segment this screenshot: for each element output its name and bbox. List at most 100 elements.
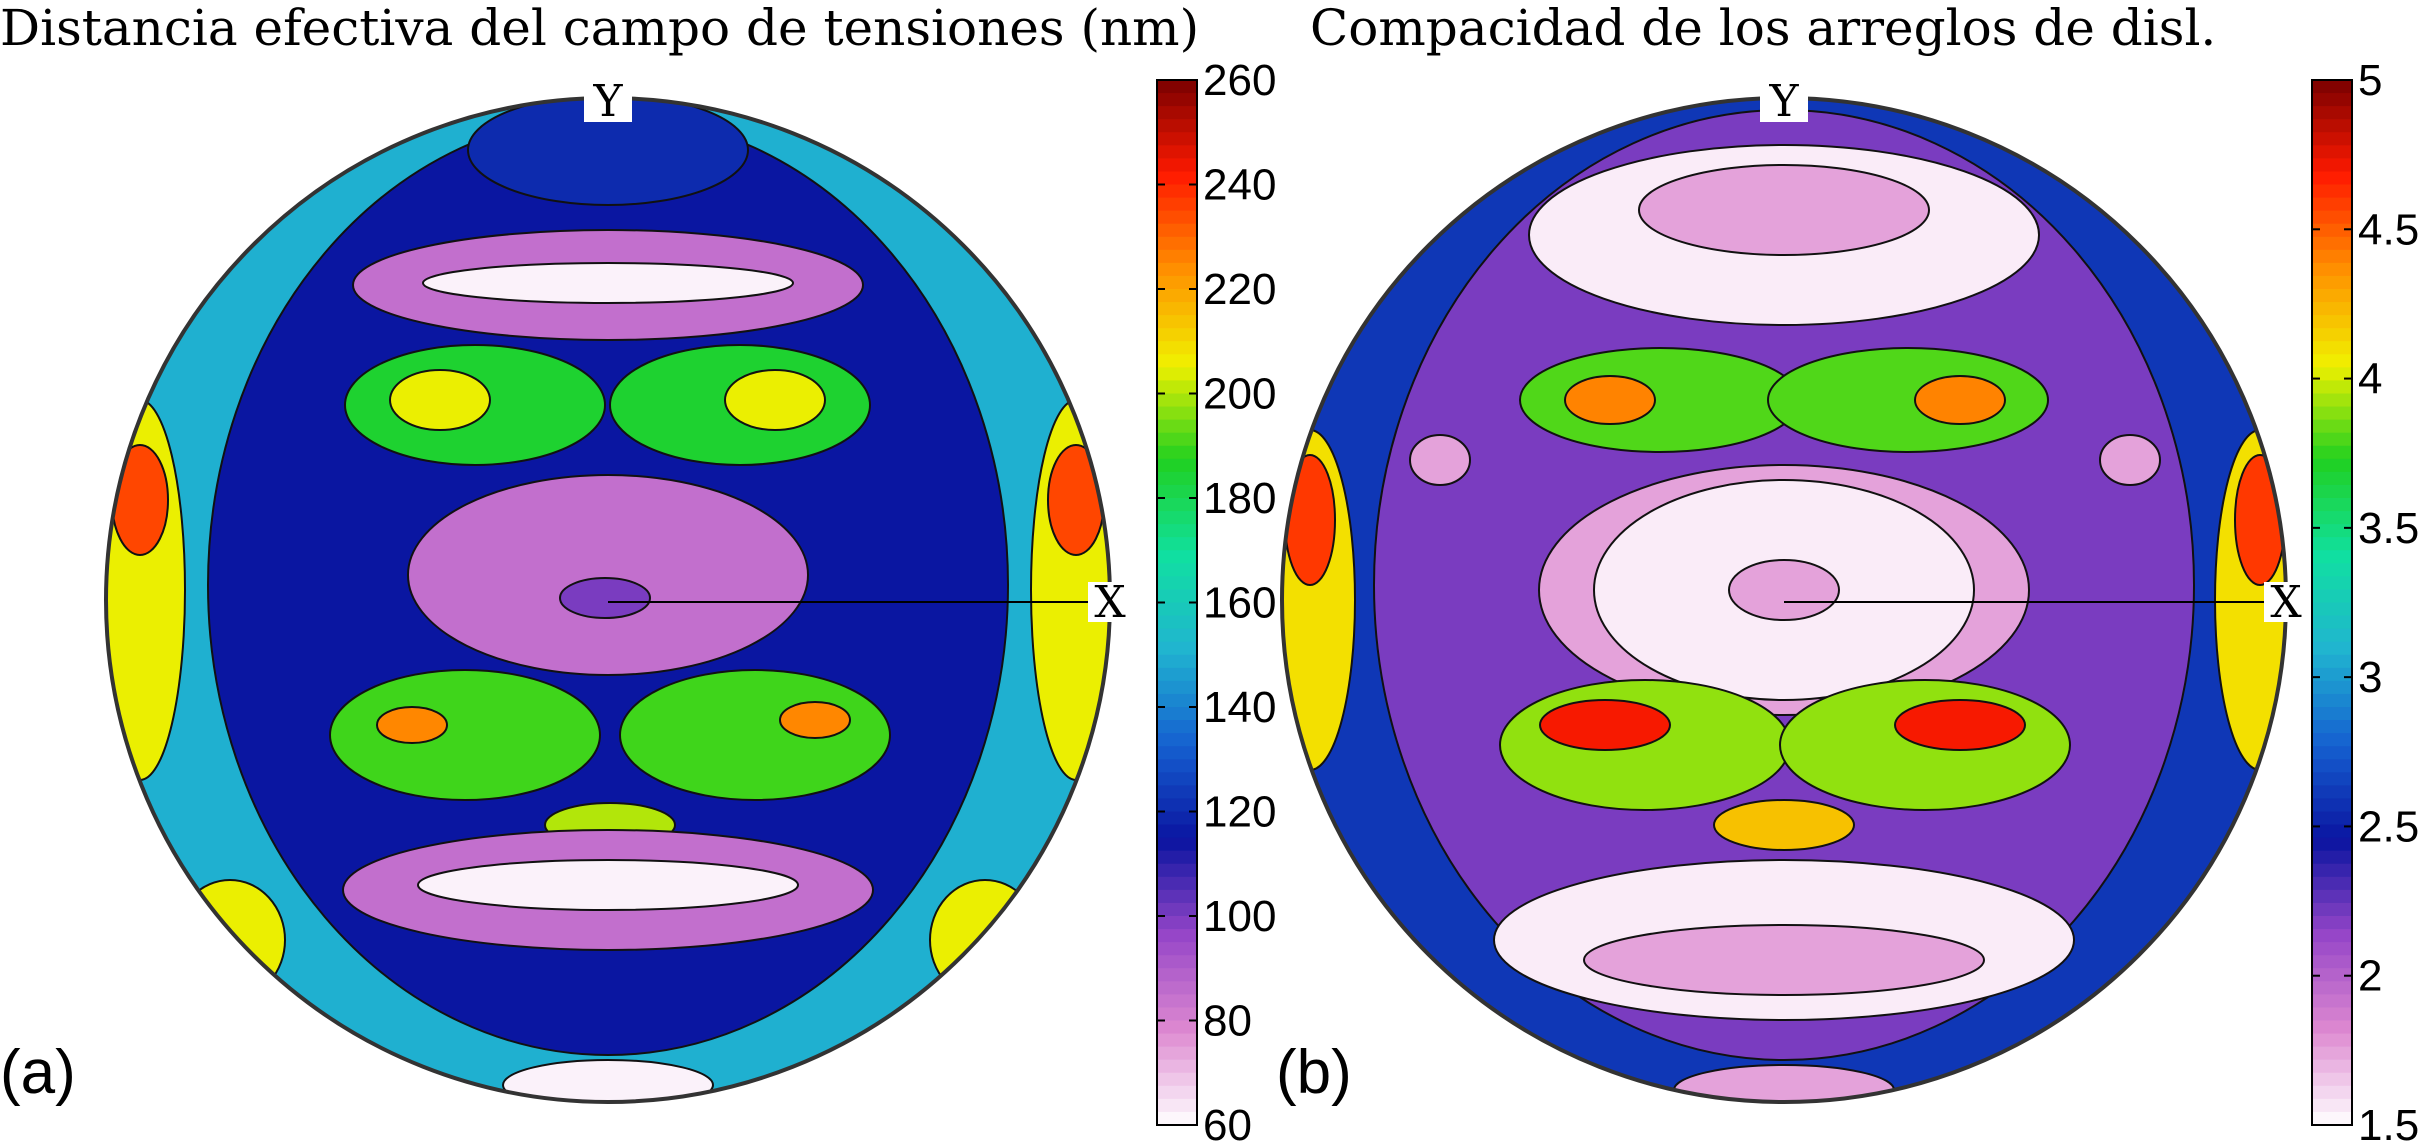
panel-b-colorbar-segment — [2312, 602, 2352, 617]
panel-a-colorbar-segment — [1157, 563, 1197, 577]
panel-b-colorbar-segment — [2312, 746, 2352, 760]
panel-b-colorbar-segment — [2312, 302, 2352, 316]
panel-b-colorbar-segment — [2312, 654, 2352, 669]
panel-b-colorbar-segment — [2312, 1033, 2352, 1048]
panel-a-colorbar-segment — [1157, 981, 1197, 995]
panel-a-region-lower-lobes — [329, 669, 601, 801]
panel-b-region-lower-lobe-cores — [1894, 699, 2026, 751]
panel-a-colorbar-segment — [1157, 80, 1197, 94]
panel-a-colorbar-segment — [1157, 785, 1197, 800]
panel-b-colorbar-segment — [2312, 132, 2352, 146]
panel-a: Distancia efectiva del campo de tensione… — [0, 0, 1276, 1146]
panel-b-colorbar-segment — [2312, 275, 2352, 290]
panel-a-region-lower-lobe-cores — [376, 706, 448, 744]
panel-a-colorbar-segment — [1157, 524, 1197, 538]
panel-a-colorbar-segment — [1157, 902, 1197, 917]
panel-b-colorbar-segment — [2312, 1111, 2352, 1126]
panel-a-colorbar-segment — [1157, 132, 1197, 146]
panel-a-colorbar-segment — [1157, 380, 1197, 395]
panel-b-colorbar-segment — [2312, 119, 2352, 133]
panel-a-region-upper-lobe-cores — [724, 369, 826, 431]
panel-a-colorbar-segment — [1157, 236, 1197, 251]
panel-a-colorbar-tick-label: 180 — [1203, 474, 1276, 523]
panel-b-colorbar-segment — [2312, 262, 2352, 277]
panel-b-region-upper-lobes — [1519, 347, 1801, 453]
panel-b-colorbar-segment — [2312, 798, 2352, 813]
panel-b-colorbar-segment — [2312, 236, 2352, 251]
panel-b-colorbar-segment — [2312, 393, 2352, 408]
panel-a-colorbar-segment — [1157, 1111, 1197, 1126]
panel-a-colorbar-tick-label: 260 — [1203, 56, 1276, 105]
panel-b-colorbar-segment — [2312, 720, 2352, 734]
panel-a-colorbar-tick-label: 120 — [1203, 788, 1276, 837]
panel-b-colorbar-segment — [2312, 693, 2352, 708]
panel-b-colorbar-segment — [2312, 249, 2352, 264]
panel-a-y-marker: Y — [584, 76, 632, 127]
panel-a-colorbar: 60 80 100 120 140 160 180 200 220 240 260 — [1156, 56, 1276, 1146]
panel-a-colorbar-segment — [1157, 171, 1197, 186]
panel-b-colorbar-segment — [2312, 916, 2352, 930]
panel-b-colorbar-segment — [2312, 942, 2352, 956]
panel-a-colorbar-segment — [1157, 693, 1197, 708]
panel-a-colorbar-tick-label: 200 — [1203, 370, 1276, 419]
panel-b-colorbar-segment — [2312, 707, 2352, 721]
panel-b-region-bottom-pink — [2099, 434, 2161, 486]
panel-b-region-lower-lobe-cores — [1539, 699, 1671, 751]
panel-b-colorbar-segment — [2312, 550, 2352, 564]
panel-a-colorbar-tick-label: 60 — [1203, 1101, 1252, 1146]
panel-b-colorbar-segment — [2312, 145, 2352, 159]
panel-b-colorbar-tick-label: 2.5 — [2358, 802, 2419, 851]
panel-b-region-side-lobe-cores — [1284, 454, 1336, 586]
panel-b-colorbar-segment — [2312, 367, 2352, 382]
panel-a-colorbar-segment — [1157, 145, 1197, 159]
panel-a-colorbar-segment — [1157, 602, 1197, 617]
panel-b-region-bottom-pink — [1673, 1064, 1895, 1102]
panel-b-colorbar-segment — [2312, 837, 2352, 852]
panel-b-region-center-core — [1728, 559, 1840, 621]
panel-b-colorbar-tick-label: 5 — [2358, 56, 2382, 105]
panel-a-colorbar-segment — [1157, 1059, 1197, 1074]
panel-b-colorbar-segment — [2312, 733, 2352, 747]
panel-a-colorbar-segment — [1157, 223, 1197, 238]
panel-b-colorbar-segment — [2312, 811, 2352, 826]
svg-text:X: X — [1094, 577, 1126, 628]
panel-b-colorbar-segment — [2312, 445, 2352, 460]
panel-a-colorbar-segment — [1157, 432, 1197, 447]
panel-a-colorbar-segment — [1157, 511, 1197, 525]
panel-b-title: Compacidad de los arreglos de disl. — [1310, 0, 2216, 57]
panel-b-colorbar-tick-label: 1.5 — [2358, 1101, 2419, 1146]
panel-b-colorbar-segment — [2312, 1007, 2352, 1022]
panel-a-region-lower-lobe-cores — [779, 701, 851, 739]
panel-a-region-lower-lobes — [619, 669, 891, 801]
panel-a-colorbar-segment — [1157, 1046, 1197, 1061]
panel-b-colorbar-segment — [2312, 589, 2352, 604]
panel-a-colorbar-segment — [1157, 249, 1197, 264]
panel-b-colorbar-segment — [2312, 772, 2352, 786]
panel-b-colorbar-segment — [2312, 380, 2352, 395]
panel-b-x-marker: X — [2264, 577, 2308, 628]
panel-a-colorbar-segment — [1157, 419, 1197, 434]
panel-b-colorbar-segment — [2312, 184, 2352, 199]
panel-a-colorbar-tick-label: 240 — [1203, 161, 1276, 210]
panel-b-colorbar-tick-label: 3.5 — [2358, 504, 2419, 553]
panel-a-colorbar-segment — [1157, 916, 1197, 930]
panel-a-colorbar-segment — [1157, 1033, 1197, 1048]
panel-b-colorbar-segment — [2312, 406, 2352, 421]
panel-b-colorbar-segment — [2312, 498, 2352, 512]
panel-b-colorbar-segment — [2312, 197, 2352, 212]
panel-b-colorbar-frame — [2311, 79, 2353, 1126]
panel-a-colorbar-segment — [1157, 772, 1197, 786]
panel-a-colorbar-segment — [1157, 262, 1197, 277]
panel-b-colorbar-segment — [2312, 1072, 2352, 1087]
panel-b-colorbar-segment — [2312, 223, 2352, 238]
panel-b-colorbar-segment — [2312, 458, 2352, 473]
panel-b-colorbar-segment — [2312, 537, 2352, 551]
panel-b-colorbar-segment — [2312, 641, 2352, 656]
panel-a-colorbar-segment — [1157, 615, 1197, 630]
panel-b-colorbar-segment — [2312, 1059, 2352, 1074]
panel-b-region-side-lobe-cores — [2234, 454, 2286, 586]
panel-a-colorbar-segment — [1157, 458, 1197, 473]
panel-a-colorbar-segment — [1157, 811, 1197, 826]
panel-a-colorbar-segment — [1157, 275, 1197, 290]
panel-a-colorbar-segment — [1157, 628, 1197, 643]
